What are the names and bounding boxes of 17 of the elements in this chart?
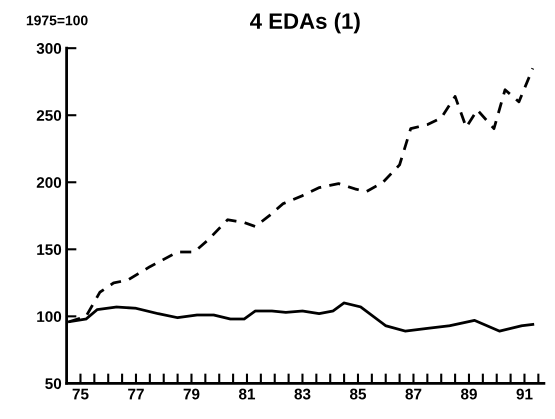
y-tick-label: 250	[36, 110, 62, 121]
y-tick-label: 50	[45, 378, 62, 390]
x-tick-label: 79	[184, 388, 200, 400]
x-tick-label: 91	[516, 388, 533, 400]
x-tick-label: 77	[128, 388, 144, 400]
x-tick-label: 81	[238, 388, 256, 400]
x-tick-label: 83	[294, 388, 310, 400]
chart-title: 4 EDAs (1)	[250, 12, 360, 34]
y-tick-label: 300	[36, 43, 62, 54]
x-tick-label: 85	[350, 388, 366, 400]
x-tick-label: 75	[72, 388, 89, 400]
x-tick-label: 87	[405, 388, 422, 400]
y-tick-label: 150	[37, 244, 62, 255]
y-tick-label: 100	[37, 311, 62, 322]
y-tick-label: 200	[36, 177, 62, 188]
x-tick-label: 89	[460, 388, 477, 400]
y-axis-title: 1975=100	[26, 15, 88, 26]
